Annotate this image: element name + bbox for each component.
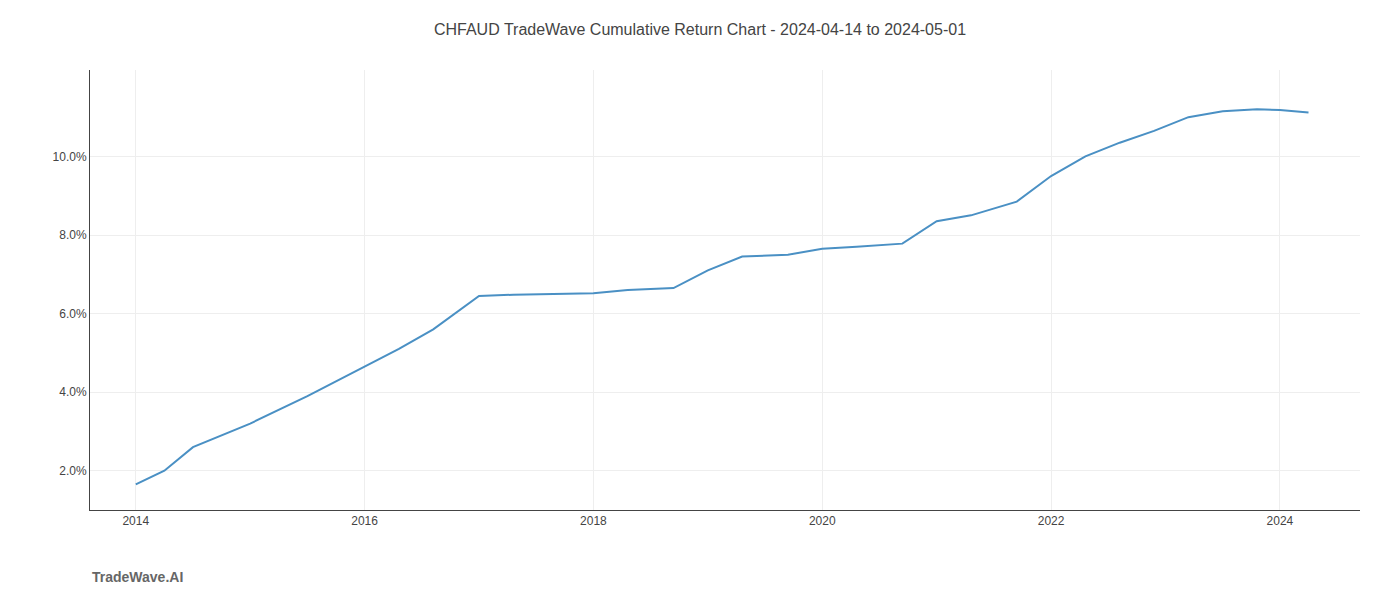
svg-text:4.0%: 4.0% <box>59 385 87 399</box>
svg-text:2024: 2024 <box>1267 514 1294 528</box>
svg-text:2014: 2014 <box>122 514 149 528</box>
svg-text:6.0%: 6.0% <box>59 307 87 321</box>
svg-text:8.0%: 8.0% <box>59 228 87 242</box>
svg-text:2020: 2020 <box>809 514 836 528</box>
svg-text:2022: 2022 <box>1038 514 1065 528</box>
svg-text:2018: 2018 <box>580 514 607 528</box>
svg-text:2016: 2016 <box>351 514 378 528</box>
svg-text:TradeWave.AI: TradeWave.AI <box>92 569 183 585</box>
svg-text:10.0%: 10.0% <box>53 150 87 164</box>
svg-text:2.0%: 2.0% <box>59 464 87 478</box>
svg-text:CHFAUD TradeWave Cumulative Re: CHFAUD TradeWave Cumulative Return Chart… <box>434 21 966 38</box>
